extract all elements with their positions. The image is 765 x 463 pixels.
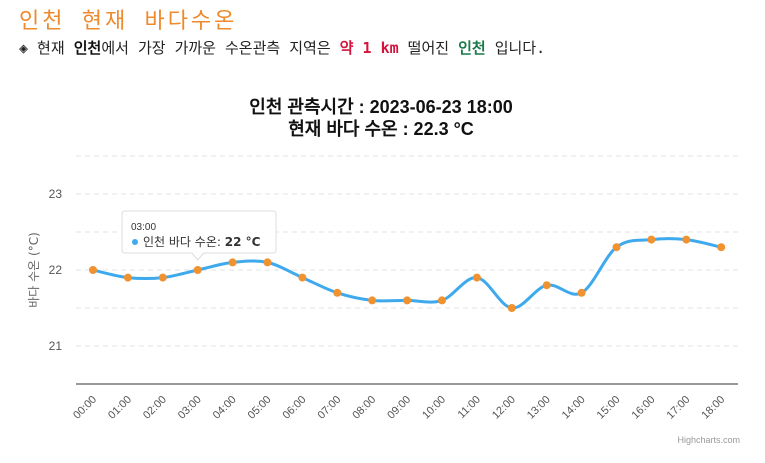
x-tick-label: 08:00 — [350, 394, 378, 422]
x-tick-label: 10:00 — [420, 394, 448, 422]
data-point[interactable] — [717, 243, 726, 252]
x-tick-label: 06:00 — [281, 394, 309, 422]
info-text-1: 현재 — [28, 39, 74, 57]
data-point[interactable] — [612, 243, 621, 252]
x-tick-label: 14:00 — [560, 394, 588, 422]
y-tick-label: 22 — [49, 263, 63, 277]
y-tick-label: 23 — [49, 187, 63, 201]
data-point[interactable] — [123, 273, 132, 282]
chart-title-line1: 인천 관측시간 : 2023-06-23 18:00 — [249, 97, 512, 117]
data-point[interactable] — [403, 296, 412, 305]
station-distance: 약 1 km — [339, 39, 399, 57]
station-name: 인천 — [458, 39, 486, 57]
data-point[interactable] — [438, 296, 446, 305]
data-point[interactable] — [228, 258, 237, 267]
data-point[interactable] — [682, 235, 691, 244]
x-tick-label: 03:00 — [176, 394, 204, 422]
y-tick-labels: 21 22 23 — [49, 187, 63, 353]
x-tick-label: 11:00 — [456, 394, 483, 421]
data-point[interactable] — [333, 288, 342, 297]
data-point[interactable] — [472, 273, 481, 282]
data-point[interactable] — [647, 235, 656, 244]
x-tick-labels: 00:00 01:00 02:00 03:00 04:00 05:00 06:00 07:00… — [71, 394, 727, 422]
x-tick-label: 09:00 — [385, 394, 413, 422]
data-point[interactable] — [263, 258, 272, 267]
current-city: 인천 — [73, 39, 102, 57]
x-tick-label: 16:00 — [630, 394, 658, 422]
x-tick-label: 13:00 — [525, 394, 553, 422]
tooltip: 03:00 인천 바다 수온: 22 °C — [121, 210, 277, 261]
x-tick-label: 05:00 — [246, 394, 274, 422]
x-tick-label: 17:00 — [664, 394, 692, 422]
data-point[interactable] — [158, 273, 167, 282]
station-info: ◈ 현재 인천에서 가장 가까운 수온관측 지역은 약 1 km 떨어진 인천 … — [19, 37, 545, 58]
x-tick-label: 12:00 — [490, 394, 518, 422]
data-point[interactable] — [193, 266, 202, 274]
chart-title-line2: 현재 바다 수온 : 22.3 °C — [288, 119, 474, 139]
x-tick-label: 00:00 — [71, 394, 99, 422]
tooltip-series: 인천 바다 수온: 22 °C — [143, 234, 261, 249]
grid-lines — [76, 155, 738, 347]
data-point[interactable] — [542, 281, 551, 290]
info-text-2: 에서 가장 가까운 수온관측 지역은 — [101, 39, 340, 57]
info-text-3: 떨어진 — [398, 39, 459, 57]
data-point[interactable] — [298, 273, 307, 282]
x-tick-label: 07:00 — [315, 394, 343, 422]
chart-credit[interactable]: Highcharts.com — [677, 435, 740, 445]
x-tick-label: 02:00 — [141, 394, 169, 422]
y-tick-label: 21 — [49, 339, 63, 353]
data-point[interactable] — [89, 266, 97, 274]
y-axis-label: 바다 수온 (°C) — [27, 232, 41, 308]
tooltip-x-label: 03:00 — [131, 222, 156, 233]
tooltip-series-dot — [132, 239, 138, 245]
x-tick-label: 18:00 — [699, 394, 727, 422]
series-markers — [89, 235, 726, 312]
data-point[interactable] — [577, 288, 586, 297]
data-point[interactable] — [368, 296, 377, 305]
tooltip-value: 22 °C — [225, 235, 261, 249]
diamond-icon: ◈ — [19, 39, 29, 57]
x-tick-label: 01:00 — [106, 394, 134, 422]
data-point[interactable] — [507, 304, 516, 312]
tooltip-series-name: 인천 바다 수온 — [143, 234, 217, 249]
x-tick-label: 04:00 — [211, 394, 239, 422]
x-tick-label: 15:00 — [595, 394, 623, 422]
tooltip-box — [121, 210, 277, 261]
info-text-4: 입니다. — [485, 39, 546, 57]
page-title: 인천 현재 바다수온 — [19, 9, 238, 34]
